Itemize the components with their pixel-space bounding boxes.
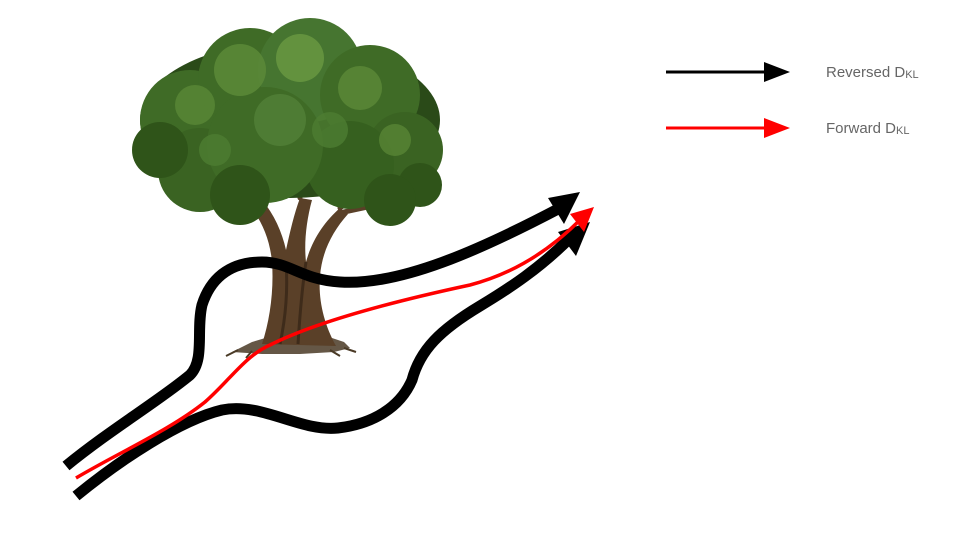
legend: Reversed DKL Forward DKL — [666, 62, 919, 138]
svg-text:Forward DKL: Forward DKL — [826, 120, 909, 137]
tree-icon — [132, 18, 443, 359]
legend-label-reversed: Reversed D — [826, 64, 905, 81]
svg-text:Reversed DKL: Reversed DKL — [826, 64, 919, 81]
forward-arrowhead — [570, 207, 594, 232]
tree-foliage — [132, 18, 443, 226]
reversed-path-lower — [72, 234, 574, 501]
legend-label-forward: Forward D — [826, 120, 896, 137]
legend-arrowhead-forward — [764, 118, 790, 138]
reversed-arrowhead-lower — [558, 222, 590, 256]
forward-path — [75, 218, 582, 480]
reversed-path-upper — [62, 203, 563, 471]
legend-arrowhead-reversed — [764, 62, 790, 82]
legend-item-forward: Forward DKL — [666, 118, 909, 138]
legend-item-reversed: Reversed DKL — [666, 62, 919, 82]
legend-subscript-reversed: KL — [905, 69, 918, 81]
legend-subscript-forward: KL — [896, 125, 909, 137]
reversed-arrowhead-upper — [548, 192, 580, 224]
